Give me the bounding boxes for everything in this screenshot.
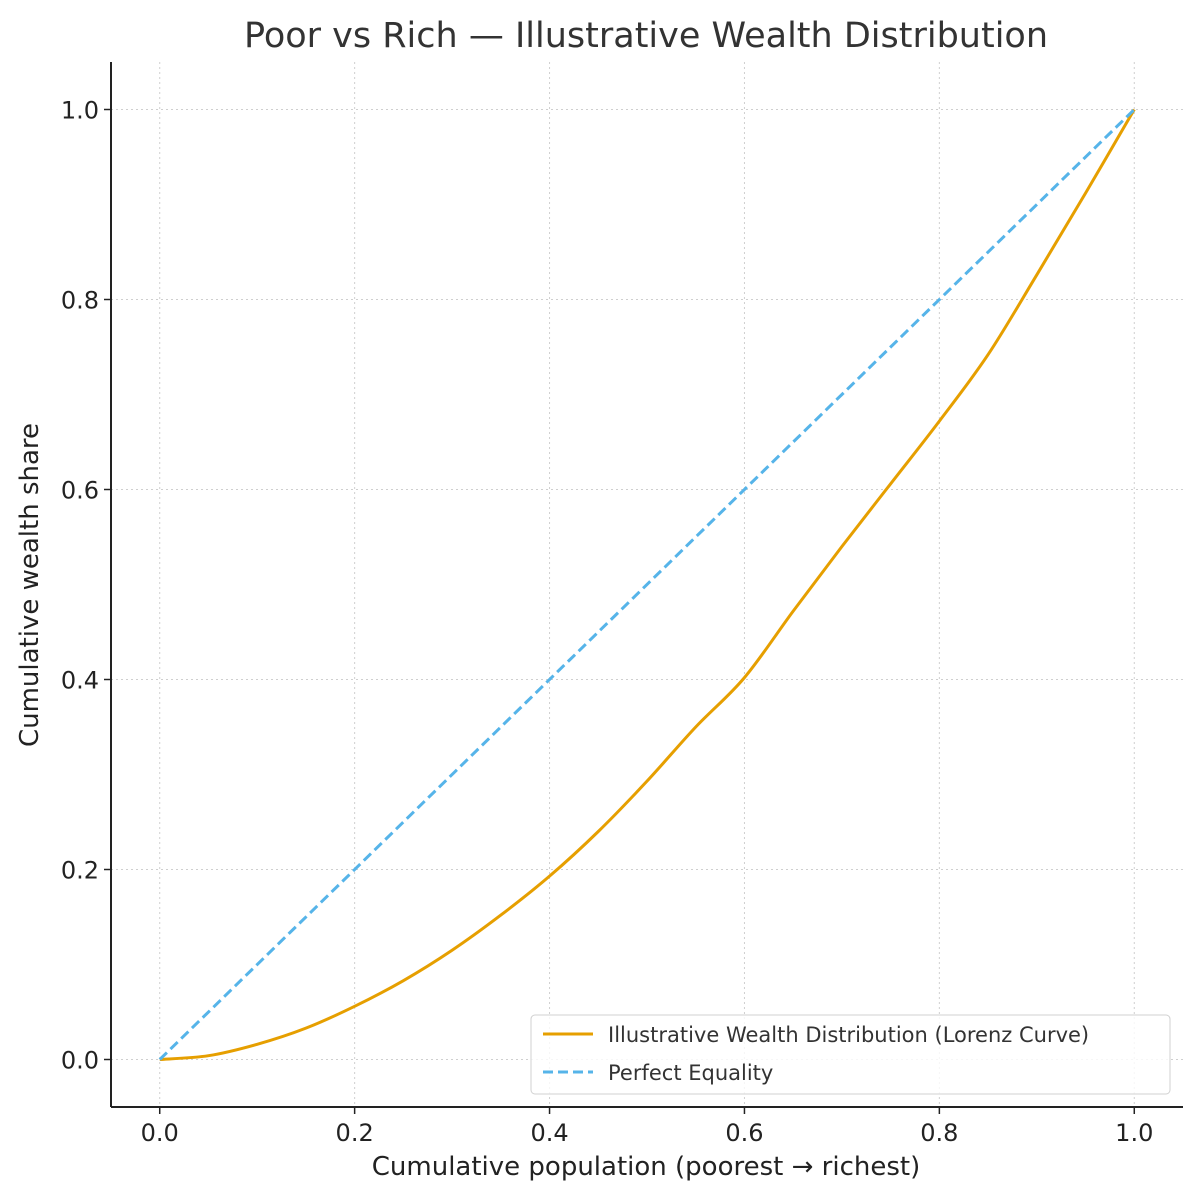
y-tick-label: 0.4 [61, 667, 99, 695]
legend: Illustrative Wealth Distribution (Lorenz… [530, 1014, 1171, 1095]
y-tick-label: 1.0 [61, 97, 99, 125]
axes: 0.0 0.2 0.4 0.6 0.8 1.0 0.0 0.2 0.4 0.6 0.8 1.0 [61, 62, 1183, 1147]
x-tick-label: 0.8 [920, 1119, 958, 1147]
y-tick-label: 0.2 [61, 857, 99, 885]
x-tick-label: 1.0 [1115, 1119, 1153, 1147]
y-tick-label: 0.6 [61, 477, 99, 505]
plot-area [158, 108, 1136, 1061]
chart-title: Poor vs Rich — Illustrative Wealth Distr… [244, 16, 1048, 56]
x-tick-label: 0.2 [336, 1119, 374, 1147]
y-axis-label: Cumulative wealth share [15, 423, 45, 747]
legend-label-lorenz: Illustrative Wealth Distribution (Lorenz… [608, 1023, 1089, 1047]
legend-box [530, 1014, 1171, 1095]
x-tick-label: 0.6 [725, 1119, 763, 1147]
x-tick-label: 0.0 [141, 1119, 179, 1147]
y-tick-label: 0.0 [61, 1047, 99, 1075]
x-axis-label: Cumulative population (poorest → richest… [372, 1152, 920, 1182]
perfect-equality-line [158, 108, 1136, 1061]
legend-label-equality: Perfect Equality [608, 1061, 773, 1085]
x-tick-label: 0.4 [530, 1119, 568, 1147]
y-tick-label: 0.8 [61, 287, 99, 315]
lorenz-curve-line [159, 108, 1136, 1061]
